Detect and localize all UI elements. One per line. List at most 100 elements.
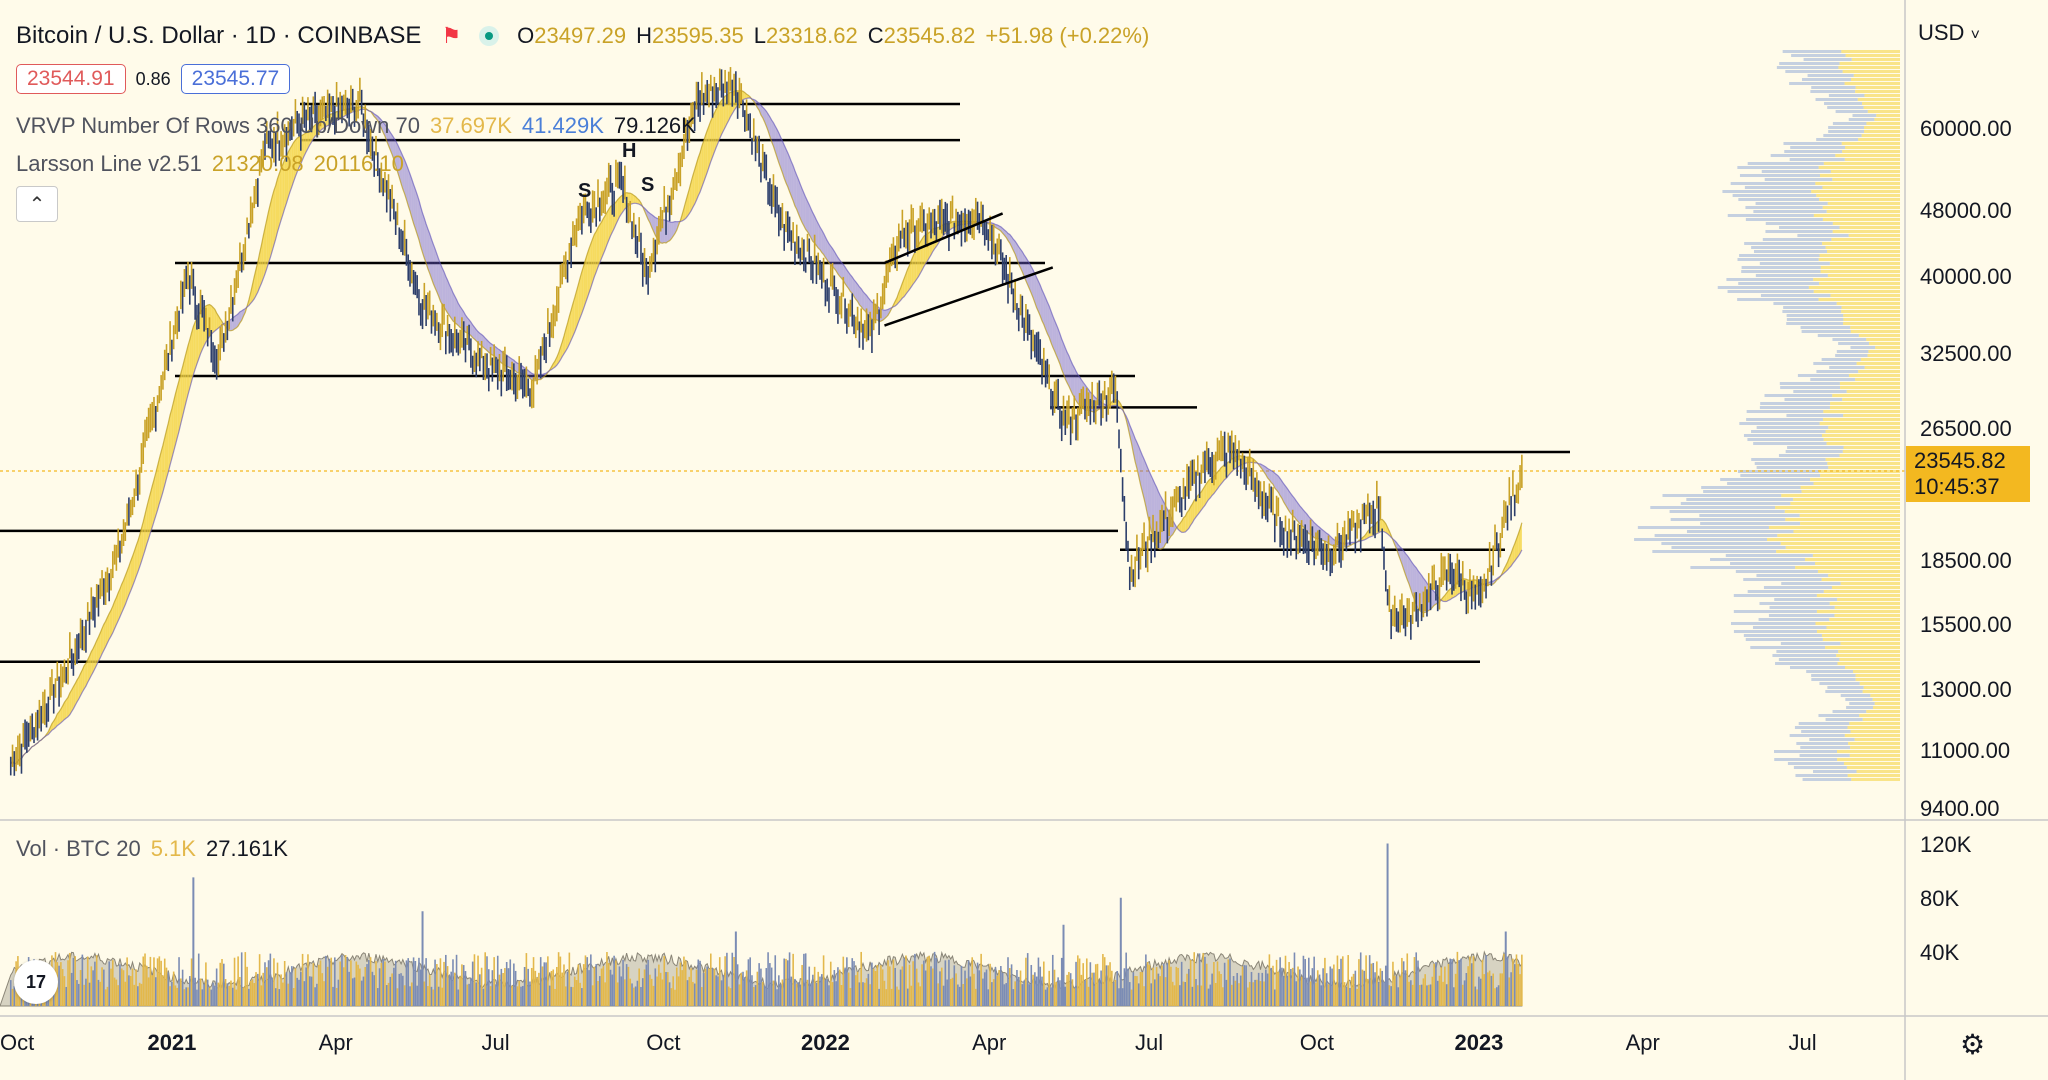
larsson-band-segment [261, 236, 264, 284]
larsson-fast-line [10, 89, 1523, 765]
larsson-band-segment [435, 248, 437, 292]
larsson-band-segment [571, 303, 573, 341]
larsson-band-segment [696, 157, 699, 201]
volume-profile-row [1773, 302, 1837, 305]
larsson-band-segment [171, 401, 174, 459]
collapse-legend-button[interactable]: ⌃ [16, 186, 58, 222]
volume-profile-row [1823, 590, 1900, 593]
symbol-title[interactable]: Bitcoin / U.S. Dollar · 1D · COINBASE [16, 22, 422, 49]
volume-profile-row [1794, 726, 1848, 729]
larsson-band-segment [173, 393, 176, 452]
alert-flag-icon[interactable]: ⚑ [441, 23, 462, 48]
larsson-band-segment [601, 218, 604, 259]
volume-profile-row [1821, 578, 1900, 581]
larsson-band-segment [164, 430, 167, 486]
volume-profile-row [1841, 50, 1900, 53]
chevron-up-icon: ⌃ [28, 193, 46, 216]
larsson-band-segment [1321, 528, 1324, 541]
larsson-band-segment [447, 280, 450, 316]
volume-profile-row [1855, 678, 1900, 681]
market-status-icon [479, 26, 500, 46]
volume-tick-label: 40K [1920, 939, 1960, 965]
larsson-band-segment [714, 109, 717, 153]
volume-profile-row [1822, 218, 1900, 221]
volume-profile-row [1844, 734, 1900, 737]
vrvp-up: 37.697K [429, 113, 512, 138]
volume-profile-row [1778, 658, 1840, 661]
larsson-band-segment [884, 309, 887, 319]
larsson-band-segment [811, 209, 813, 242]
larsson-band-segment [802, 188, 804, 226]
larsson-band-segment [100, 628, 103, 658]
volume-profile-row [1745, 638, 1823, 641]
volume-profile-row [1848, 742, 1900, 745]
larsson-band-segment [1047, 302, 1050, 338]
volume-profile-row [1797, 374, 1849, 377]
larsson-band-segment [175, 386, 178, 445]
volume-profile-row [1801, 330, 1851, 333]
volume-profile-row [1738, 198, 1820, 201]
volume-profile-row [1864, 126, 1900, 129]
larsson-band-segment [1520, 522, 1522, 554]
larsson-band-segment [556, 353, 559, 366]
larsson-band-segment [721, 98, 724, 135]
volume-profile-row [1838, 650, 1900, 653]
volume-profile-row [1816, 630, 1900, 633]
vrvp-legend[interactable]: VRVP Number Of Rows 360 Up/Down 70 37.69… [16, 113, 696, 139]
volume-profile-row [1733, 630, 1817, 633]
volume-profile-row [1836, 350, 1869, 353]
volume-profile-row [1725, 554, 1813, 557]
volume-legend[interactable]: Vol · BTC 20 5.1K 27.161K [16, 836, 288, 862]
tradingview-logo-icon[interactable]: 17 [14, 960, 58, 1004]
larsson-band-segment [105, 617, 108, 647]
gear-icon[interactable]: ⚙ [1960, 1029, 1986, 1060]
volume-profile-row [1840, 582, 1900, 585]
larsson-band-segment [719, 100, 722, 139]
larsson-band-segment [458, 303, 461, 328]
larsson-band-segment [84, 663, 86, 690]
volume-profile-row [1745, 206, 1823, 209]
volume-profile-row [1815, 98, 1858, 101]
volume-profile-row [1803, 58, 1852, 61]
bid-price[interactable]: 23544.91 [16, 64, 126, 94]
larsson-band-segment [1206, 480, 1209, 503]
larsson-band-segment [515, 361, 518, 373]
volume-profile-row [1866, 710, 1900, 713]
larsson-band-segment [73, 683, 76, 709]
volume-profile-row [1802, 778, 1852, 781]
larsson-band-segment [1221, 466, 1223, 484]
larsson-band-segment [297, 137, 299, 172]
volume-profile-row [1827, 274, 1900, 277]
larsson-band-segment [667, 220, 670, 242]
larsson-band-segment [855, 281, 858, 302]
volume-profile-row [1830, 402, 1900, 405]
larsson-band-segment [213, 307, 215, 333]
volume-profile-row [1733, 610, 1817, 613]
ask-price[interactable]: 23545.77 [180, 64, 291, 94]
larsson-band-segment [1432, 589, 1435, 608]
larsson-band-segment [495, 347, 498, 360]
larsson-band-segment [608, 206, 611, 241]
volume-profile-row [1824, 102, 1863, 105]
volume-profile-row [1825, 690, 1863, 693]
larsson-band-segment [698, 152, 701, 196]
volume-profile-row [1813, 290, 1900, 293]
volume-profile-row [1862, 102, 1900, 105]
larsson-band-segment [1283, 483, 1286, 505]
volume-profile-row [1864, 130, 1900, 133]
time-tick-label: 2023 [1454, 1030, 1504, 1055]
larsson-band-segment [399, 148, 402, 184]
price-series [9, 67, 1523, 776]
horizontal-levels [0, 102, 1905, 664]
larsson-band-segment [1201, 488, 1204, 510]
larsson-legend[interactable]: Larsson Line v2.51 21320.08 20116.10 [16, 151, 404, 177]
volume-profile-row [1863, 106, 1900, 109]
volume-profile-row [1864, 366, 1900, 369]
currency-selector[interactable]: USD ˅ [1918, 20, 1980, 46]
volume-profile-row [1808, 286, 1900, 289]
larsson-band-segment [830, 246, 833, 267]
volume-profile-row [1759, 602, 1830, 605]
larsson-band-segment [1054, 320, 1057, 356]
ohlc-high: H23595.35 [636, 23, 744, 48]
